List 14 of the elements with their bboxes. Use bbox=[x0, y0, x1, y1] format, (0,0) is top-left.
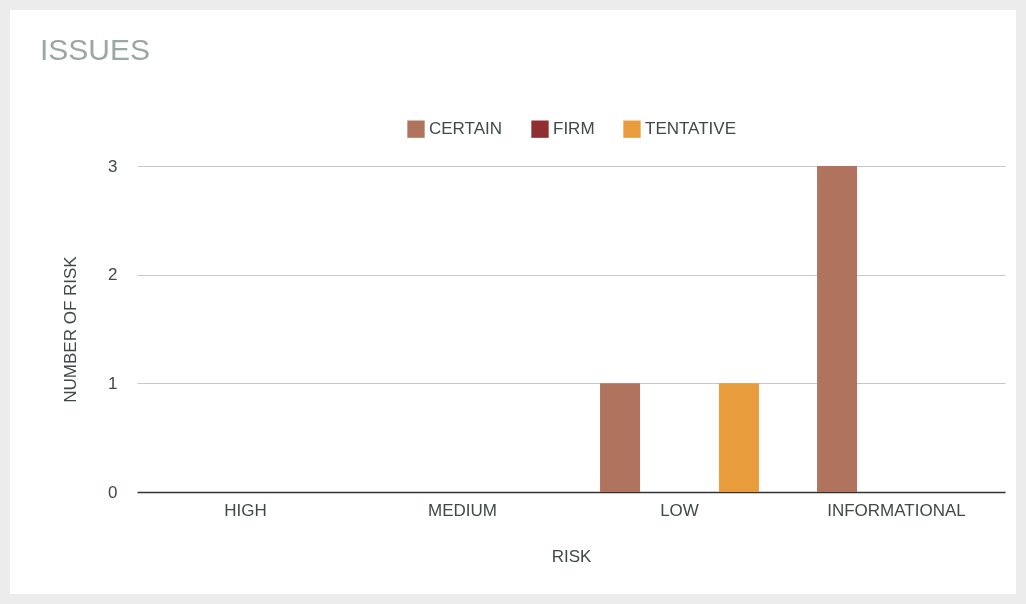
y-tick-label: 2 bbox=[108, 265, 118, 285]
y-tick-label: 0 bbox=[108, 482, 118, 502]
y-axis-title: NUMBER OF RISK bbox=[61, 255, 81, 403]
x-tick-label: INFORMATIONAL bbox=[827, 500, 966, 520]
legend-label: FIRM bbox=[553, 119, 595, 139]
y-tick-label: 3 bbox=[108, 156, 118, 176]
x-tick-label: HIGH bbox=[224, 500, 267, 520]
legend-label: CERTAIN bbox=[429, 119, 503, 139]
y-tick-label: 1 bbox=[108, 373, 118, 393]
legend-label: TENTATIVE bbox=[645, 119, 736, 139]
x-tick-label: MEDIUM bbox=[428, 500, 497, 520]
x-tick-label: LOW bbox=[660, 500, 699, 520]
chart-title: ISSUES bbox=[40, 33, 151, 66]
x-axis-title: RISK bbox=[551, 546, 592, 566]
